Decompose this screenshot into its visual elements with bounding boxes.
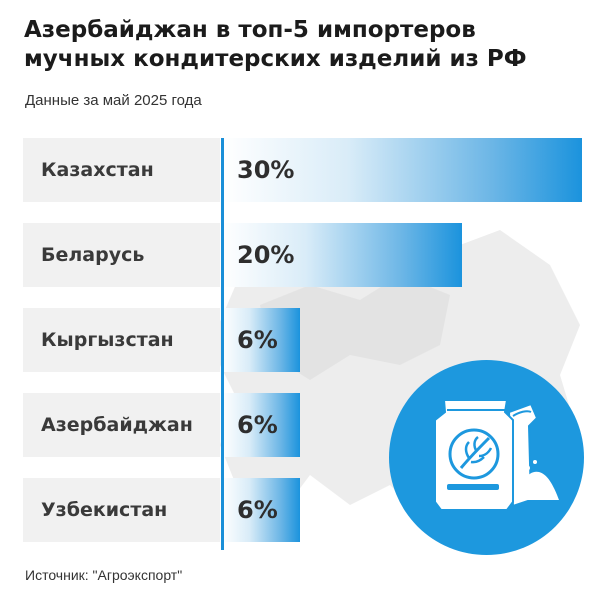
category-label-box: Кыргызстан: [23, 308, 220, 372]
data-label: 20%: [237, 241, 295, 269]
flour-bag-icon: [434, 399, 559, 511]
data-label: 6%: [237, 326, 278, 354]
data-label: 6%: [237, 411, 278, 439]
category-label: Азербайджан: [41, 414, 193, 436]
axis-line: [221, 138, 224, 550]
category-label: Казахстан: [41, 159, 154, 181]
category-label: Кыргызстан: [41, 329, 174, 351]
bar: [222, 308, 300, 372]
icon-circle: [389, 360, 584, 555]
category-label-box: Азербайджан: [23, 393, 220, 457]
category-label: Беларусь: [41, 244, 145, 266]
category-label: Узбекистан: [41, 499, 168, 521]
data-label: 6%: [237, 496, 278, 524]
title-line-2: мучных кондитерских изделий из РФ: [24, 46, 527, 72]
category-label-box: Казахстан: [23, 138, 220, 202]
bar: [222, 478, 300, 542]
category-label-box: Беларусь: [23, 223, 220, 287]
bar: [222, 138, 582, 202]
title-line-1: Азербайджан в топ-5 импортеров: [24, 17, 476, 43]
source-note: Источник: "Агроэкспорт": [25, 567, 183, 583]
category-label-box: Узбекистан: [23, 478, 220, 542]
data-label: 30%: [237, 156, 295, 184]
bar: [222, 223, 462, 287]
bar: [222, 393, 300, 457]
chart-title: Азербайджан в топ-5 импортеров мучных ко…: [24, 16, 584, 74]
chart-subtitle: Данные за май 2025 года: [25, 92, 202, 109]
